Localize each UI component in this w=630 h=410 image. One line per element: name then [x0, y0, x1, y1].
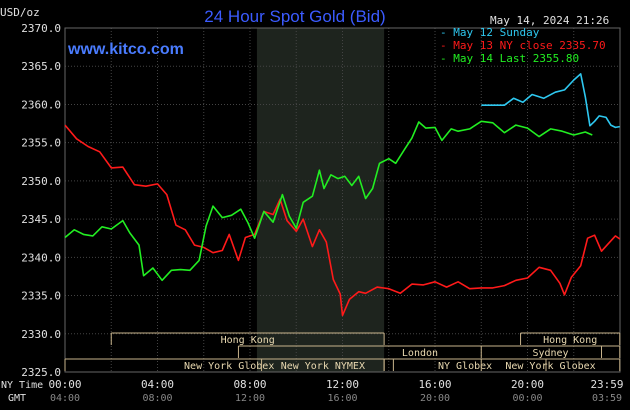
x-tick-ny-5: 20:00 [511, 378, 544, 391]
x-tick-ny-0: 00:00 [48, 378, 81, 391]
website-watermark: www.kitco.com [67, 41, 184, 58]
x-tick-gmt-4: 20:00 [420, 393, 450, 404]
price-series [64, 73, 621, 317]
session-label-5: Hong Kong [543, 335, 597, 346]
series-line-0 [481, 73, 620, 129]
y-tick-label-3: 2340.0 [21, 251, 61, 264]
y-axis: 2325.0 2330.0 2335.0 2340.0 2345.0 2350.0 2355… [21, 22, 61, 379]
y-tick-label-1: 2330.0 [21, 328, 61, 341]
legend: - May 12 Sunday- May 13 NY close 2335.70… [440, 26, 606, 65]
units-label: USD/oz [0, 6, 40, 19]
timestamp: May 14, 2024 21:26 [490, 14, 609, 27]
y-tick-label-7: 2360.0 [21, 98, 61, 111]
session-label-4: NY Globex [438, 361, 492, 372]
x-tick-gmt-2: 12:00 [235, 393, 265, 404]
x-tick-gmt-3: 16:00 [327, 393, 357, 404]
nymex-hours-highlight [256, 28, 385, 372]
y-tick-label-4: 2345.0 [21, 213, 61, 226]
y-tick-label-6: 2355.0 [21, 137, 61, 150]
legend-item-1: - May 13 NY close 2335.70 [440, 39, 606, 52]
x-tick-ny-2: 08:00 [233, 378, 266, 391]
grid-lines [64, 27, 621, 373]
session-label-6: Sydney [532, 348, 568, 359]
x-tick-gmt-0: 04:00 [50, 393, 80, 404]
x-tick-gmt-1: 08:00 [142, 393, 172, 404]
session-label-1: London [402, 348, 438, 359]
plot-frame [64, 27, 621, 373]
session-label-7: New York Globex [505, 361, 595, 372]
legend-item-0: - May 12 Sunday [440, 26, 540, 39]
x-tick-gmt-5: 00:00 [512, 393, 542, 404]
x-tick-ny-4: 16:00 [418, 378, 451, 391]
y-tick-label-0: 2325.0 [21, 366, 61, 379]
market-sessions: Hong Kong London New York Globex New York N… [64, 332, 621, 372]
y-tick-label-9: 2370.0 [21, 22, 61, 35]
series-line-1 [64, 124, 621, 317]
y-tick-label-8: 2365.0 [21, 60, 61, 73]
legend-item-2: - May 14 Last 2355.80 [440, 52, 579, 65]
gmt-label: GMT [8, 393, 26, 404]
x-tick-ny-1: 04:00 [141, 378, 174, 391]
y-tick-label-5: 2350.0 [21, 175, 61, 188]
session-label-0: Hong Kong [221, 335, 275, 346]
x-tick-ny-3: 12:00 [326, 378, 359, 391]
session-label-3: New York NYMEX [281, 361, 365, 372]
ny-time-label: NY Time [1, 380, 43, 391]
series-line-2 [64, 120, 593, 282]
x-tick-ny-6: 23:59 [590, 378, 623, 391]
x-tick-gmt-6: 03:59 [592, 393, 622, 404]
chart-title: 24 Hour Spot Gold (Bid) [204, 7, 385, 26]
session-label-2: New York Globex [184, 361, 274, 372]
y-tick-label-2: 2335.0 [21, 290, 61, 303]
x-axis: 00:00 04:00 08:00 12:00 16:00 20:00 23:59 04:00… [48, 378, 623, 404]
